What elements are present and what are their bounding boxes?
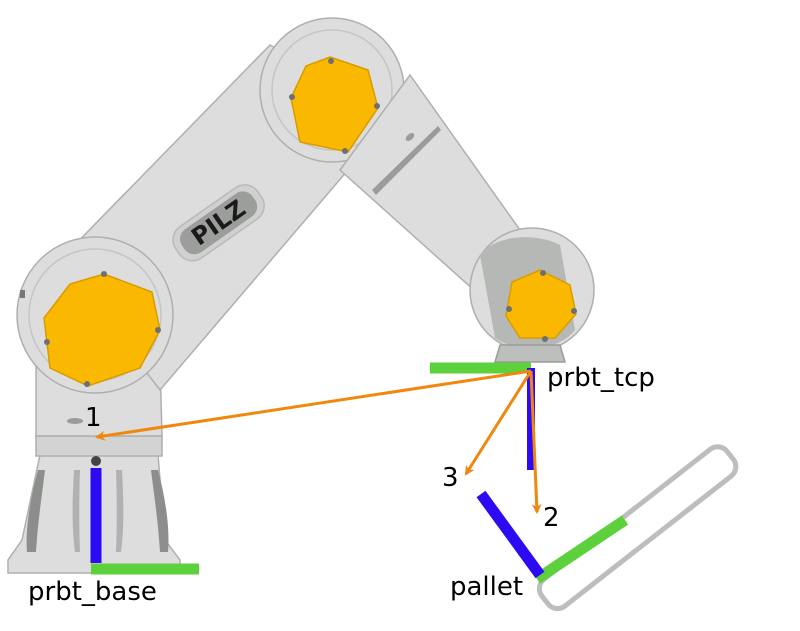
- vector-arrows: [95, 369, 542, 514]
- vector-3-label: 3: [442, 463, 459, 493]
- wrist-joint-cap: [505, 269, 577, 339]
- elbow-joint: [259, 17, 405, 163]
- wrist-joint: [469, 227, 595, 363]
- pallet-outline: [536, 444, 739, 612]
- pallet-z-axis: [476, 490, 545, 579]
- vector-3-arrow: [464, 370, 533, 476]
- pallet-x-axis: [533, 515, 629, 584]
- frame-pallet: [476, 490, 629, 584]
- prbt-base-label: prbt_base: [28, 577, 157, 607]
- vector-1-arrow: [95, 369, 532, 441]
- base-screw: [91, 456, 101, 466]
- pallet-label: pallet: [450, 572, 523, 602]
- vector-2-label: 2: [543, 503, 560, 533]
- frame-prbt-base: [90, 468, 199, 575]
- vector-1-label: 1: [85, 403, 102, 433]
- elbow-joint-cap: [290, 56, 379, 153]
- prbt-tcp-label: prbt_tcp: [547, 363, 655, 393]
- vector-2-arrow: [529, 370, 542, 514]
- shoulder-joint: [16, 236, 174, 394]
